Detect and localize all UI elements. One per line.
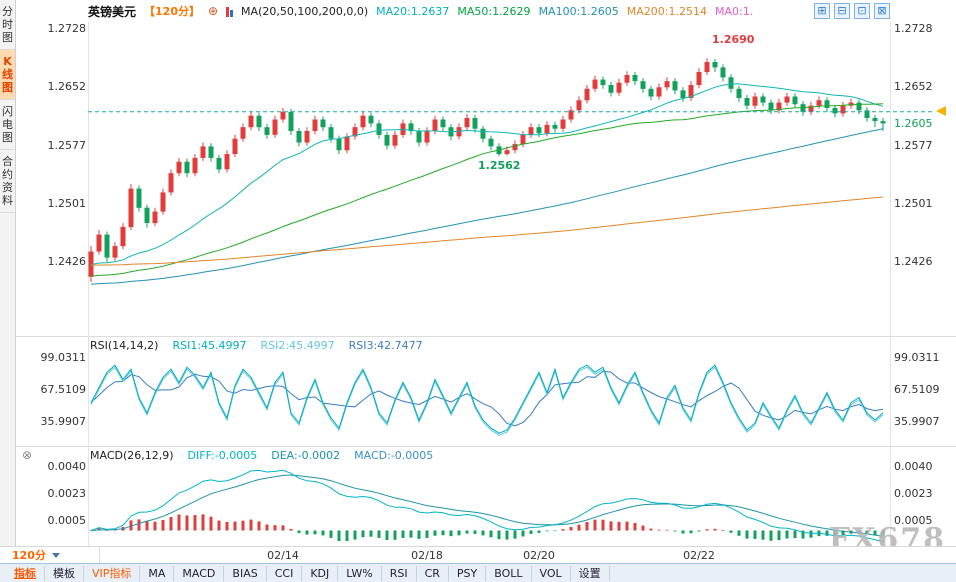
bottom-tab-MA[interactable]: MA: [140, 565, 175, 581]
bottom-tab-模板[interactable]: 模板: [45, 565, 84, 581]
macd-axis-label: 0.0005: [47, 514, 87, 527]
sidebar-tab-lightning[interactable]: 闪 电 图: [0, 100, 15, 150]
rsi-axis-label: 35.9907: [40, 415, 87, 428]
price-axis-label: 1.2501: [894, 197, 933, 210]
layout-grid-icon[interactable]: ⊞: [814, 3, 830, 19]
bottom-tab-RSI[interactable]: RSI: [382, 565, 417, 581]
price-axis-label: 1.2501: [47, 197, 87, 210]
close-indicator-icon[interactable]: ⊗: [22, 448, 33, 462]
dea-value: DEA:-0.0002: [271, 449, 341, 462]
rsi-title: RSI(14,14,2): [90, 339, 159, 352]
diff-value: DIFF:-0.0005: [187, 449, 258, 462]
indicator-toolbar: 指标 模板 VIP指标 MA MACD BIAS CCI KDJ LW% RSI CR PSY BOLL…: [0, 563, 956, 582]
bottom-tab-LW%[interactable]: LW%: [338, 565, 382, 581]
rsi-axis-label: 99.0311: [40, 351, 87, 364]
macd-title: MACD(26,12,9): [90, 449, 174, 462]
chevron-down-icon: [51, 552, 60, 558]
period-selector-label: 120分: [12, 549, 46, 562]
last-price-label: 1.2605: [894, 117, 933, 130]
price-axis-label: 1.2652: [894, 80, 933, 93]
macd-header: MACD(26,12,9) DIFF:-0.0005 DEA:-0.0002 M…: [90, 449, 433, 462]
ma100-value: MA100:1.2605: [538, 4, 619, 18]
macd-value: MACD:-0.0005: [354, 449, 434, 462]
layout-quad-icon[interactable]: ⊠: [874, 3, 890, 19]
x-axis-strip: 120分 02/14 02/18 02/20 02/22: [0, 546, 956, 564]
kline-icon: [226, 6, 234, 17]
period-selector[interactable]: 120分: [0, 547, 100, 563]
macd-axis-label: 0.0023: [894, 487, 933, 500]
layout-single-icon[interactable]: ⊡: [854, 3, 870, 19]
sidebar-tab-kline[interactable]: K 线 图: [0, 50, 15, 100]
low-price-annotation: 1.2562: [478, 159, 521, 172]
bottom-tab-CCI[interactable]: CCI: [267, 565, 303, 581]
ma50-value: MA50:1.2629: [457, 4, 531, 18]
price-axis-label: 1.2728: [894, 22, 933, 35]
ma-settings-label: MA(20,50,100,200,0,0): [241, 4, 369, 18]
sidebar-tab-timeshare[interactable]: 分 时 图: [0, 0, 15, 50]
layout-split-icon[interactable]: ⊟: [834, 3, 850, 19]
rsi-axis-label: 35.9907: [894, 415, 940, 428]
bottom-tab-KDJ[interactable]: KDJ: [302, 565, 339, 581]
macd-axis-label: 0.0005: [894, 514, 933, 527]
pin-icon[interactable]: ⊕: [207, 4, 219, 18]
price-alert-arrow-icon[interactable]: [936, 106, 946, 116]
bottom-tab-MACD[interactable]: MACD: [174, 565, 225, 581]
rsi-axis-label: 99.0311: [894, 351, 940, 364]
chart-header: 英镑美元 【120分】 ⊕ MA(20,50,100,200,0,0) MA20…: [16, 0, 956, 22]
rsi2-value: RSI2:45.4997: [260, 339, 335, 352]
price-axis-label: 1.2652: [47, 80, 87, 93]
date-tick-label: 02/14: [267, 549, 299, 562]
bottom-tab-PSY[interactable]: PSY: [449, 565, 487, 581]
bottom-tab-BOLL[interactable]: BOLL: [486, 565, 532, 581]
rsi-header: RSI(14,14,2) RSI1:45.4997 RSI2:45.4997 R…: [90, 339, 423, 352]
rsi-axis-label: 67.5109: [40, 383, 87, 396]
bottom-tab-VOL[interactable]: VOL: [532, 565, 571, 581]
macd-axis-label: 0.0023: [47, 487, 87, 500]
bottom-tab-指标[interactable]: 指标: [6, 565, 45, 581]
layout-switcher: ⊞ ⊟ ⊡ ⊠: [814, 3, 890, 19]
bottom-tab-CR[interactable]: CR: [417, 565, 449, 581]
rsi3-value: RSI3:42.7477: [348, 339, 423, 352]
date-tick-label: 02/18: [411, 549, 443, 562]
sidebar-tab-contract-info[interactable]: 合 约 资 料: [0, 150, 15, 213]
rsi-axis-label: 67.5109: [894, 383, 940, 396]
price-axis-label: 1.2426: [894, 255, 933, 268]
date-tick-label: 02/20: [523, 549, 555, 562]
macd-axis-label: 0.0040: [894, 460, 933, 473]
symbol-name: 英镑美元: [88, 4, 137, 19]
price-axis-label: 1.2577: [47, 139, 87, 152]
price-axis-label: 1.2426: [47, 255, 87, 268]
ma200-value: MA200:1.2514: [626, 4, 707, 18]
high-price-annotation: 1.2690: [712, 33, 755, 46]
ma20-value: MA20:1.2637: [376, 4, 450, 18]
bottom-tab-VIP指标[interactable]: VIP指标: [84, 565, 141, 581]
period-label: 【120分】: [144, 5, 200, 18]
rsi1-value: RSI1:45.4997: [172, 339, 247, 352]
bottom-tab-BIAS[interactable]: BIAS: [224, 565, 267, 581]
ma0-value: MA0:1.: [715, 4, 754, 18]
date-tick-label: 02/22: [683, 549, 715, 562]
bottom-tab-设置[interactable]: 设置: [571, 565, 610, 581]
macd-axis-label: 0.0040: [47, 460, 87, 473]
price-axis-label: 1.2577: [894, 139, 933, 152]
price-axis-label: 1.2728: [47, 22, 87, 35]
